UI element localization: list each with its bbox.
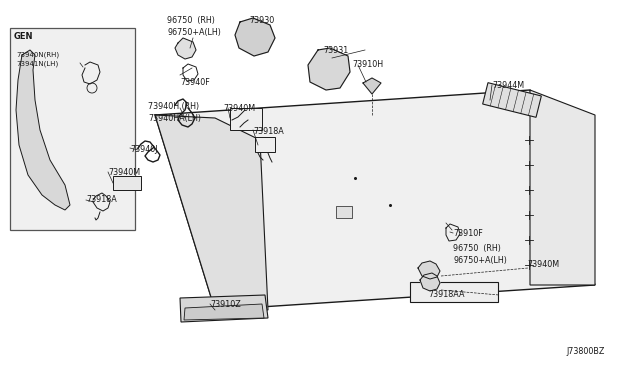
Bar [255,137,275,152]
Text: 96750  (RH)
96750+A(LH): 96750 (RH) 96750+A(LH) [453,244,507,265]
Polygon shape [180,295,268,322]
Text: 73944M: 73944M [492,81,524,90]
Text: 73940M: 73940M [223,104,255,113]
Text: 73940F: 73940F [180,78,210,87]
Text: 73918AA: 73918AA [428,290,465,299]
Polygon shape [184,304,264,320]
Polygon shape [155,90,595,310]
Polygon shape [420,273,440,291]
Text: GEN: GEN [14,32,33,41]
Text: 73940M: 73940M [527,260,559,269]
Text: 73940H (RH)
73940HA(LH): 73940H (RH) 73940HA(LH) [148,102,201,123]
Text: 73940N(RH)
73941N(LH): 73940N(RH) 73941N(LH) [16,52,59,67]
Bar [113,176,141,190]
Polygon shape [530,90,595,285]
Text: 73931: 73931 [323,46,348,55]
Text: 73940M: 73940M [108,168,140,177]
Text: 96750  (RH)
96750+A(LH): 96750 (RH) 96750+A(LH) [167,16,221,37]
Text: 73930: 73930 [249,16,275,25]
Polygon shape [16,50,70,210]
Polygon shape [235,18,275,56]
Text: 73910F: 73910F [453,229,483,238]
Text: 73910Z: 73910Z [210,300,241,309]
Polygon shape [175,38,196,59]
Bar [336,206,352,218]
Polygon shape [363,78,381,94]
Text: 73910H: 73910H [352,60,383,69]
Text: J73800BZ: J73800BZ [566,347,604,356]
Text: 73918A: 73918A [253,127,284,136]
Polygon shape [418,261,440,279]
Polygon shape [308,48,350,90]
Bar [410,282,498,302]
Polygon shape [483,83,541,117]
Text: 73918A: 73918A [86,195,116,204]
Bar [230,108,262,130]
Text: 73940J: 73940J [130,145,157,154]
Bar [10,28,135,230]
Polygon shape [155,115,268,310]
